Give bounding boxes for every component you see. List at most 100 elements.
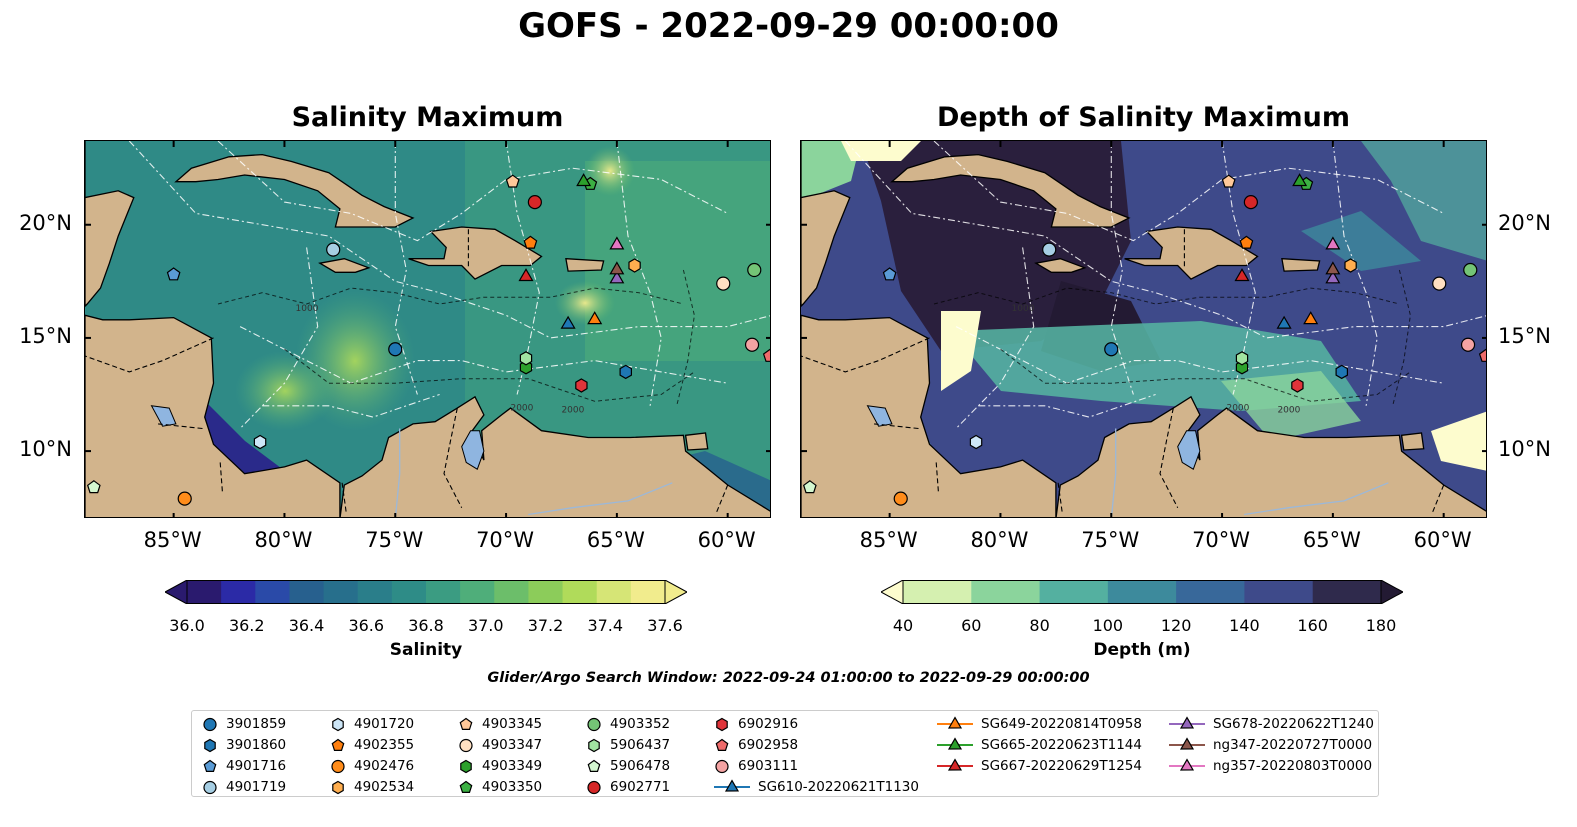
- colorbar-segment: [528, 580, 564, 604]
- observation-marker: [1344, 258, 1357, 273]
- search-window-text: Glider/Argo Search Window: 2022-09-24 01…: [487, 670, 1090, 686]
- bathymetry-contour: [217, 287, 684, 305]
- legend-marker: [937, 716, 973, 729]
- colorbar-tick-label: 36.2: [228, 616, 265, 635]
- legend-marker: [459, 780, 473, 793]
- colorbar-tick-label: 37.6: [647, 616, 683, 635]
- legend: 3901859 3901860 4901716 4901719 4901720 49023…: [191, 710, 1379, 797]
- contour-label: 2000: [1226, 403, 1249, 413]
- lon-tick-label: 60°W: [697, 528, 756, 552]
- legend-marker: [1169, 758, 1205, 771]
- legend-item: 5906437: [586, 735, 670, 755]
- observation-marker: [1235, 351, 1249, 366]
- colorbar-extend-min: [163, 579, 188, 605]
- legend-marker: [459, 717, 473, 730]
- legend-label: 4903347: [482, 737, 543, 753]
- trinidad-land: [1400, 432, 1425, 451]
- legend-symbol: [947, 758, 963, 771]
- legend-item: SG649-20220814T0958: [937, 714, 1142, 734]
- yucatan-land: [85, 141, 135, 308]
- lon-tick-label: 70°W: [1192, 528, 1251, 552]
- legend-item: ng357-20220803T0000: [1169, 756, 1372, 776]
- right-panel-title: Depth of Salinity Maximum: [936, 102, 1351, 133]
- legend-symbol: [332, 717, 344, 732]
- eez-boundary: [262, 393, 440, 418]
- observation-marker: [166, 267, 181, 281]
- legend-symbol: [460, 759, 472, 774]
- legend-marker: [714, 779, 750, 792]
- eez-boundary: [616, 141, 662, 406]
- colorbar-segment: [596, 580, 632, 604]
- legend-label: 4903349: [482, 758, 543, 774]
- colorbar-tick-label: 37.4: [587, 616, 624, 635]
- country-border: [1057, 482, 1064, 515]
- observation-marker: [1291, 378, 1304, 393]
- lon-tick-label: 75°W: [365, 528, 424, 552]
- observation-marker: [587, 311, 603, 325]
- colorbar-tick-label: 100: [1092, 616, 1124, 635]
- legend-symbol: [459, 717, 473, 730]
- colorbar-segment: [221, 580, 256, 604]
- observation-marker: [523, 235, 538, 249]
- legend-item: 4903347: [458, 735, 542, 755]
- legend-item: 4901720: [330, 714, 414, 734]
- legend-symbol: [587, 780, 601, 795]
- observation-marker: [253, 434, 267, 450]
- salinity-colorbar-label: Salinity: [389, 640, 463, 660]
- legend-symbol: [724, 779, 740, 792]
- observation-marker: [609, 261, 625, 275]
- legend-symbol: [203, 717, 217, 732]
- colorbar-extend-min: [879, 579, 904, 605]
- legend-marker: [204, 738, 216, 753]
- legend-symbol: [587, 759, 601, 772]
- eez-boundary: [394, 141, 418, 395]
- depth-under-region: [941, 311, 981, 391]
- legend-item: 4901716: [202, 756, 286, 776]
- legend-symbol: [204, 738, 216, 753]
- observation-marker: [1235, 360, 1249, 375]
- observation-marker: [1234, 268, 1250, 282]
- legend-item: 3901860: [202, 735, 286, 755]
- lon-tick-label: 75°W: [1081, 528, 1140, 552]
- jamaica-land: [1034, 258, 1087, 273]
- observation-marker: [527, 195, 542, 210]
- lat-tick-label: 10°N: [1498, 437, 1551, 462]
- country-border: [85, 337, 214, 373]
- observation-marker: [1325, 236, 1341, 250]
- observation-marker: [802, 480, 817, 494]
- eez-boundary: [1332, 141, 1378, 406]
- observation-marker: [1221, 174, 1236, 188]
- colorbar-outline: [186, 580, 666, 604]
- observation-marker: [1335, 364, 1348, 380]
- legend-label: 4901719: [226, 779, 287, 795]
- legend-symbol: [331, 759, 345, 774]
- legend-symbol: [716, 717, 728, 732]
- legend-label: 5906437: [610, 737, 671, 753]
- legend-label: 4901716: [226, 758, 287, 774]
- colorbar-segment: [323, 580, 359, 604]
- observation-marker: [619, 364, 632, 380]
- observation-marker: [882, 267, 897, 281]
- colorbar-segment: [1312, 580, 1382, 604]
- legend-label: 6902771: [610, 779, 671, 795]
- central-america-land: [85, 314, 341, 517]
- country-border: [1432, 484, 1445, 513]
- legend-item: 4901719: [202, 777, 286, 797]
- eez-boundary: [978, 393, 1156, 418]
- river: [1244, 482, 1389, 516]
- legend-item: 6902958: [714, 735, 798, 755]
- lat-tick-label: 15°N: [1498, 323, 1551, 348]
- legend-marker: [587, 717, 601, 732]
- observation-marker: [716, 276, 731, 291]
- legend-marker: [332, 780, 344, 795]
- legend-label: 4902355: [354, 737, 415, 753]
- colorbar-segment: [1244, 580, 1314, 604]
- legend-label: SG678-20220622T1240: [1213, 716, 1374, 732]
- legend-label: SG649-20220814T0958: [981, 716, 1142, 732]
- legend-symbol: [947, 737, 963, 750]
- colorbar-segment: [289, 580, 325, 604]
- observation-marker: [1276, 315, 1292, 329]
- legend-marker: [203, 780, 217, 795]
- colorbar-segment: [630, 580, 666, 604]
- country-border: [801, 337, 930, 373]
